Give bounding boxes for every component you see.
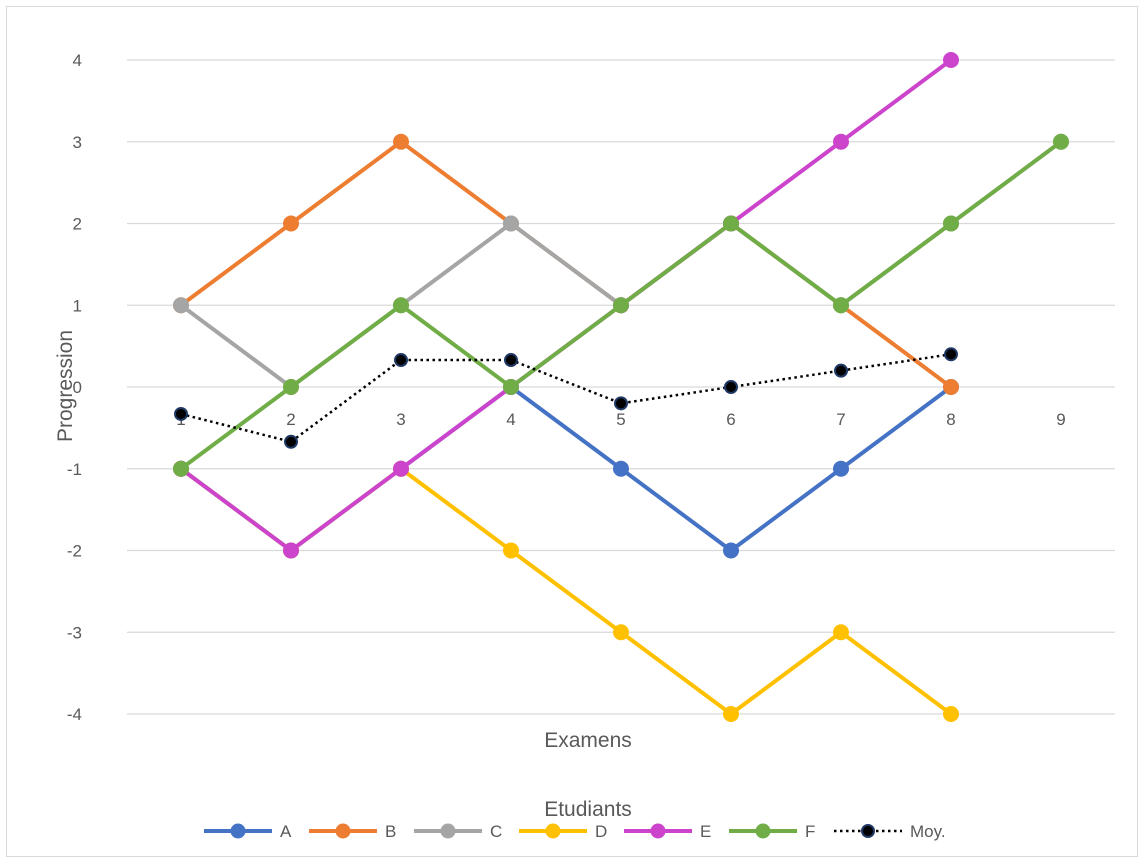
legend-label: C <box>490 822 502 841</box>
gridlines <box>127 59 1115 715</box>
y-tick-labels: 4 3 2 1 0 -1 -2 -3 -4 <box>67 51 82 724</box>
series-f <box>173 133 1069 477</box>
data-point <box>1053 133 1069 150</box>
data-point <box>503 542 519 559</box>
data-point <box>284 434 298 449</box>
legend-label: D <box>595 822 607 841</box>
x-tick-label: 6 <box>726 410 735 429</box>
data-point <box>173 460 189 477</box>
data-point <box>503 379 519 395</box>
data-point <box>503 215 519 232</box>
legend-item: B <box>309 822 396 841</box>
data-point <box>723 706 739 722</box>
y-tick-label: 4 <box>73 51 82 70</box>
x-tick-labels: 123456789 <box>176 410 1065 429</box>
series-c <box>173 133 1069 395</box>
data-point <box>283 379 299 395</box>
legend-label: F <box>805 822 815 841</box>
legend-item: C <box>414 822 502 841</box>
data-point <box>943 215 959 232</box>
data-point <box>283 215 299 232</box>
y-axis-title: Progression <box>54 330 77 442</box>
data-point <box>174 406 188 421</box>
y-tick-label: -2 <box>67 542 82 561</box>
legend: A B C D E F Moy. <box>204 822 946 841</box>
data-point <box>833 297 849 314</box>
chart-frame: 4 3 2 1 0 -1 -2 -3 -4 1 2 3 4 5 6 7 8 9 Examens Progress… <box>6 6 1138 857</box>
y-tick-label: -3 <box>67 623 82 642</box>
legend-swatch-marker <box>650 823 666 839</box>
y-tick-label: -4 <box>67 705 82 724</box>
data-point <box>614 396 628 411</box>
data-point <box>724 380 738 394</box>
data-point <box>943 52 959 68</box>
x-tick-label: 7 <box>836 410 845 429</box>
x-tick-label: 4 <box>506 410 515 429</box>
y-tick-label: 1 <box>73 296 82 315</box>
legend-label: E <box>700 822 711 841</box>
legend-swatch-marker <box>755 823 771 839</box>
legend-swatch-marker <box>440 823 456 839</box>
legend-item: A <box>204 822 292 841</box>
data-point <box>393 133 409 150</box>
legend-label: B <box>385 822 396 841</box>
y-tick-label: -1 <box>67 460 82 479</box>
data-point <box>283 542 299 559</box>
data-point <box>833 460 849 477</box>
line-chart: 4 3 2 1 0 -1 -2 -3 -4 1 2 3 4 5 6 7 8 9 Examens Progress… <box>54 51 1115 841</box>
legend-item: Moy. <box>834 822 946 841</box>
legend-label: Moy. <box>910 822 946 841</box>
data-point <box>394 353 408 368</box>
series-d <box>173 460 959 722</box>
y-tick-label: 2 <box>73 215 82 234</box>
x-axis-title: Examens <box>544 729 632 752</box>
legend-swatch-marker <box>335 823 351 839</box>
series-moy <box>174 347 958 449</box>
x-tick-label: 8 <box>946 410 955 429</box>
y-tick-label: 0 <box>73 378 82 397</box>
legend-swatch-marker <box>230 823 246 839</box>
data-point <box>723 542 739 559</box>
data-point <box>723 215 739 232</box>
x-tick-label: 5 <box>616 410 625 429</box>
legend-item: E <box>624 822 711 841</box>
x-tick-label: 9 <box>1056 410 1065 429</box>
x-tick-label: 3 <box>396 410 405 429</box>
data-point <box>833 133 849 150</box>
legend-label: A <box>280 822 292 841</box>
legend-item: D <box>519 822 607 841</box>
data-point <box>504 353 518 368</box>
data-point <box>833 624 849 641</box>
data-point <box>393 460 409 477</box>
series-line <box>179 466 953 716</box>
data-point <box>834 363 848 378</box>
legend-title: Etudiants <box>544 798 632 821</box>
data-point <box>944 347 958 362</box>
data-point <box>613 624 629 641</box>
data-point <box>613 460 629 477</box>
x-tick-label: 2 <box>286 410 295 429</box>
data-point <box>943 379 959 395</box>
data-point <box>943 706 959 722</box>
legend-item: F <box>729 822 815 841</box>
series-line <box>179 140 1063 389</box>
y-tick-label: 3 <box>73 133 82 152</box>
series-lines <box>173 52 1069 722</box>
data-point <box>173 297 189 314</box>
data-point <box>613 297 629 314</box>
legend-swatch-marker <box>861 824 875 838</box>
data-point <box>393 297 409 314</box>
legend-swatch-marker <box>545 823 561 839</box>
